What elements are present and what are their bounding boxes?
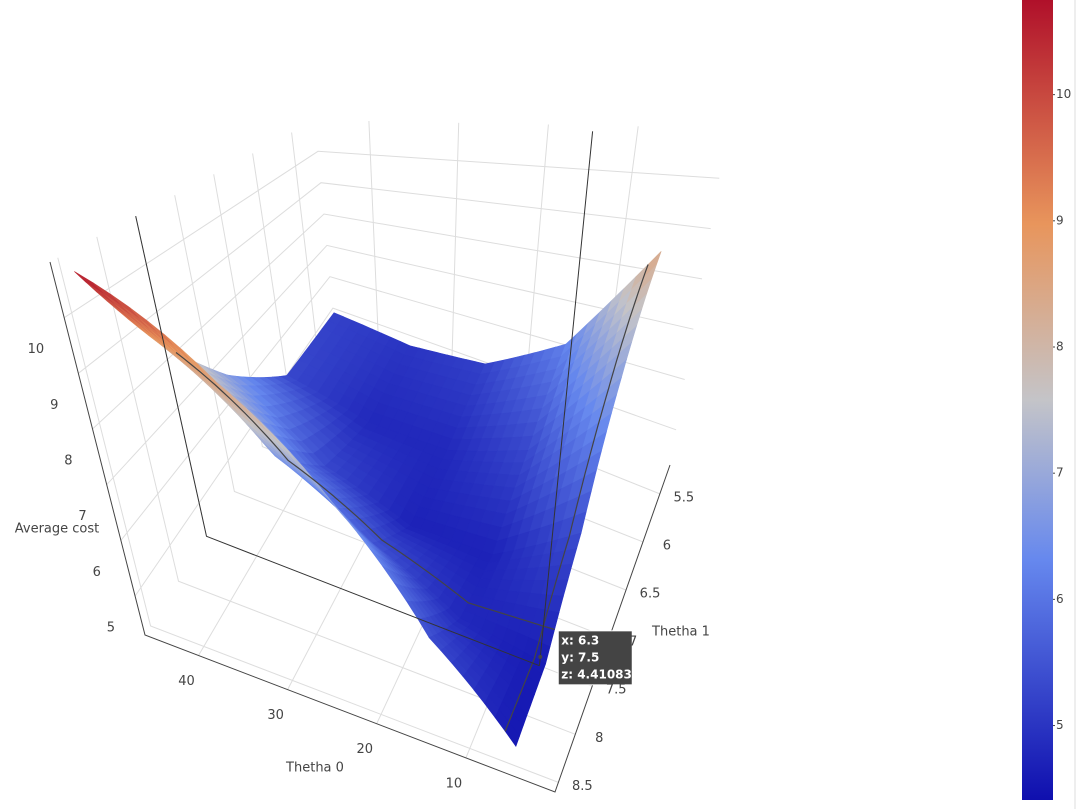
surface-patch	[74, 271, 105, 294]
y-tick-label: 5.5	[674, 490, 695, 505]
hover-contour	[504, 264, 649, 732]
grid-line	[92, 213, 703, 430]
x-axis-title: Thetha 0	[285, 761, 344, 776]
z-tick-label: 7	[78, 509, 86, 524]
y-tick-label: 8.5	[572, 779, 593, 794]
spike-line	[538, 131, 594, 666]
y-tick-label: 6	[663, 538, 671, 553]
z-tick-label: 5	[107, 621, 115, 636]
colorbar	[1022, 0, 1053, 800]
tooltip	[557, 630, 633, 686]
grid-line	[106, 244, 694, 486]
x-tick-label: 20	[356, 742, 373, 757]
overlay: x: 6.3 y: 7.5 z: 4.410831	[135, 131, 649, 732]
colorbar-tick-label: 5	[1056, 718, 1064, 732]
colorbar-tick-label: 7	[1056, 466, 1064, 480]
hover-contour	[175, 352, 555, 631]
surface-patch	[92, 282, 123, 306]
tooltip-text: z: 4.410831	[561, 667, 640, 681]
x-tick-label: 10	[446, 776, 463, 791]
y-tick-label: 8	[595, 731, 603, 746]
y-axis-title: Thetha 1	[651, 625, 710, 640]
x-tick-label: 30	[267, 708, 284, 723]
y-tick-label: 7.5	[606, 683, 627, 698]
axis-line	[49, 261, 671, 793]
surface-patch	[103, 293, 133, 316]
colorbar-tick-label: 10	[1056, 87, 1071, 101]
y-tick-label: 7	[629, 635, 637, 650]
z-tick-label: 6	[93, 565, 101, 580]
grid-line	[96, 236, 576, 735]
grid-line	[78, 182, 711, 374]
z-tick-label: 8	[64, 454, 72, 469]
tooltip-text: y: 7.5	[561, 650, 599, 664]
colorbar-tick-label: 8	[1056, 340, 1064, 354]
tooltip-text: x: 6.3	[561, 633, 599, 647]
grid-line	[57, 257, 559, 783]
colorbar-tick-label: 9	[1056, 213, 1064, 227]
hover-point	[538, 654, 543, 659]
x-tick-label: 40	[178, 674, 195, 689]
z-tick-label: 10	[28, 342, 45, 357]
z-tick-label: 9	[50, 398, 58, 413]
y-tick-label: 6.5	[640, 587, 661, 602]
z-axis-title: Average cost	[15, 522, 100, 537]
spike-line	[135, 215, 540, 667]
surface-patch	[505, 722, 520, 748]
colorbar-tick-label: 6	[1056, 592, 1064, 606]
grid-line	[63, 150, 720, 319]
